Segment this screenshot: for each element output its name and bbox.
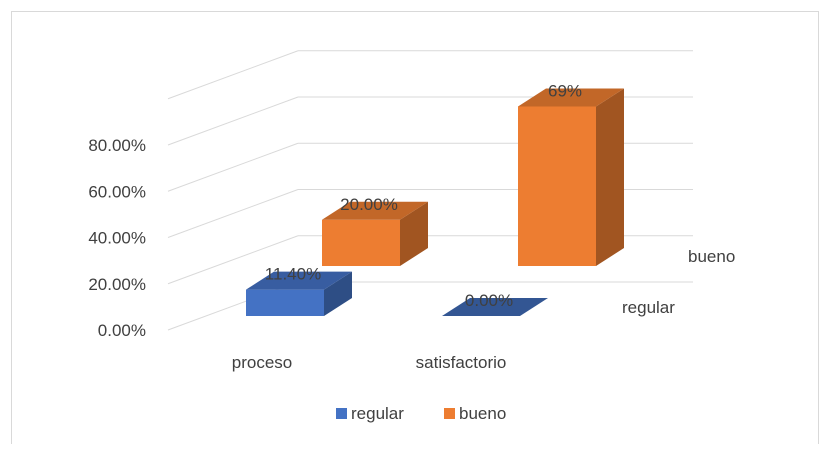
- data-label: 20.00%: [340, 195, 398, 214]
- gridline-side: [167, 96, 299, 146]
- data-label: 69%: [548, 81, 582, 100]
- bars: 20.00% 69% 11.40% 0.00%: [246, 81, 624, 316]
- bar-top-face: [518, 88, 624, 107]
- y-tick-label: 60.00%: [88, 182, 146, 201]
- y-tick-label: 20.00%: [88, 275, 146, 294]
- y-axis-ticks: 0.00% 20.00% 40.00% 60.00% 80.00%: [88, 136, 146, 340]
- bar-front-face: [246, 289, 324, 316]
- bar-bueno-satisfactorio: 69%: [518, 81, 624, 266]
- bar-top-face: [322, 201, 428, 220]
- bar-side-face: [400, 201, 428, 266]
- y-tick-label: 80.00%: [88, 136, 146, 155]
- x-axis-ticks: proceso satisfactorio: [232, 353, 507, 372]
- depth-axis-label: bueno: [688, 247, 735, 266]
- data-label: 11.40%: [265, 265, 321, 284]
- bar-regular-satisfactorio: 0.00%: [442, 291, 548, 316]
- legend-label: regular: [351, 404, 404, 423]
- y-tick-label: 40.00%: [88, 229, 146, 248]
- series-depth-labels: regular bueno: [622, 247, 735, 317]
- bar-top-face: [246, 271, 352, 290]
- bar-bueno-proceso: 20.00%: [322, 195, 428, 266]
- bar-side-face: [324, 271, 352, 316]
- bar-regular-proceso: 11.40%: [246, 265, 352, 316]
- y-tick-label: 0.00%: [98, 321, 146, 340]
- bar-front-face: [322, 219, 400, 266]
- chart-frame: [11, 11, 819, 444]
- legend-swatch-regular: [336, 408, 347, 419]
- legend-swatch-bueno: [444, 408, 455, 419]
- bar-front-face: [518, 106, 596, 266]
- legend-label: bueno: [459, 404, 506, 423]
- x-tick-label: proceso: [232, 353, 292, 372]
- gridline-side: [167, 189, 299, 238]
- bar-side-face: [596, 88, 624, 266]
- gridline-side: [167, 50, 299, 100]
- depth-axis-label: regular: [622, 298, 675, 317]
- gridlines: [167, 50, 693, 331]
- x-tick-label: satisfactorio: [416, 353, 507, 372]
- data-label: 0.00%: [465, 291, 513, 310]
- legend: regular bueno: [336, 404, 506, 423]
- gridline-side: [167, 235, 299, 285]
- bar-top-face: [442, 298, 548, 316]
- gridline-side: [167, 142, 299, 192]
